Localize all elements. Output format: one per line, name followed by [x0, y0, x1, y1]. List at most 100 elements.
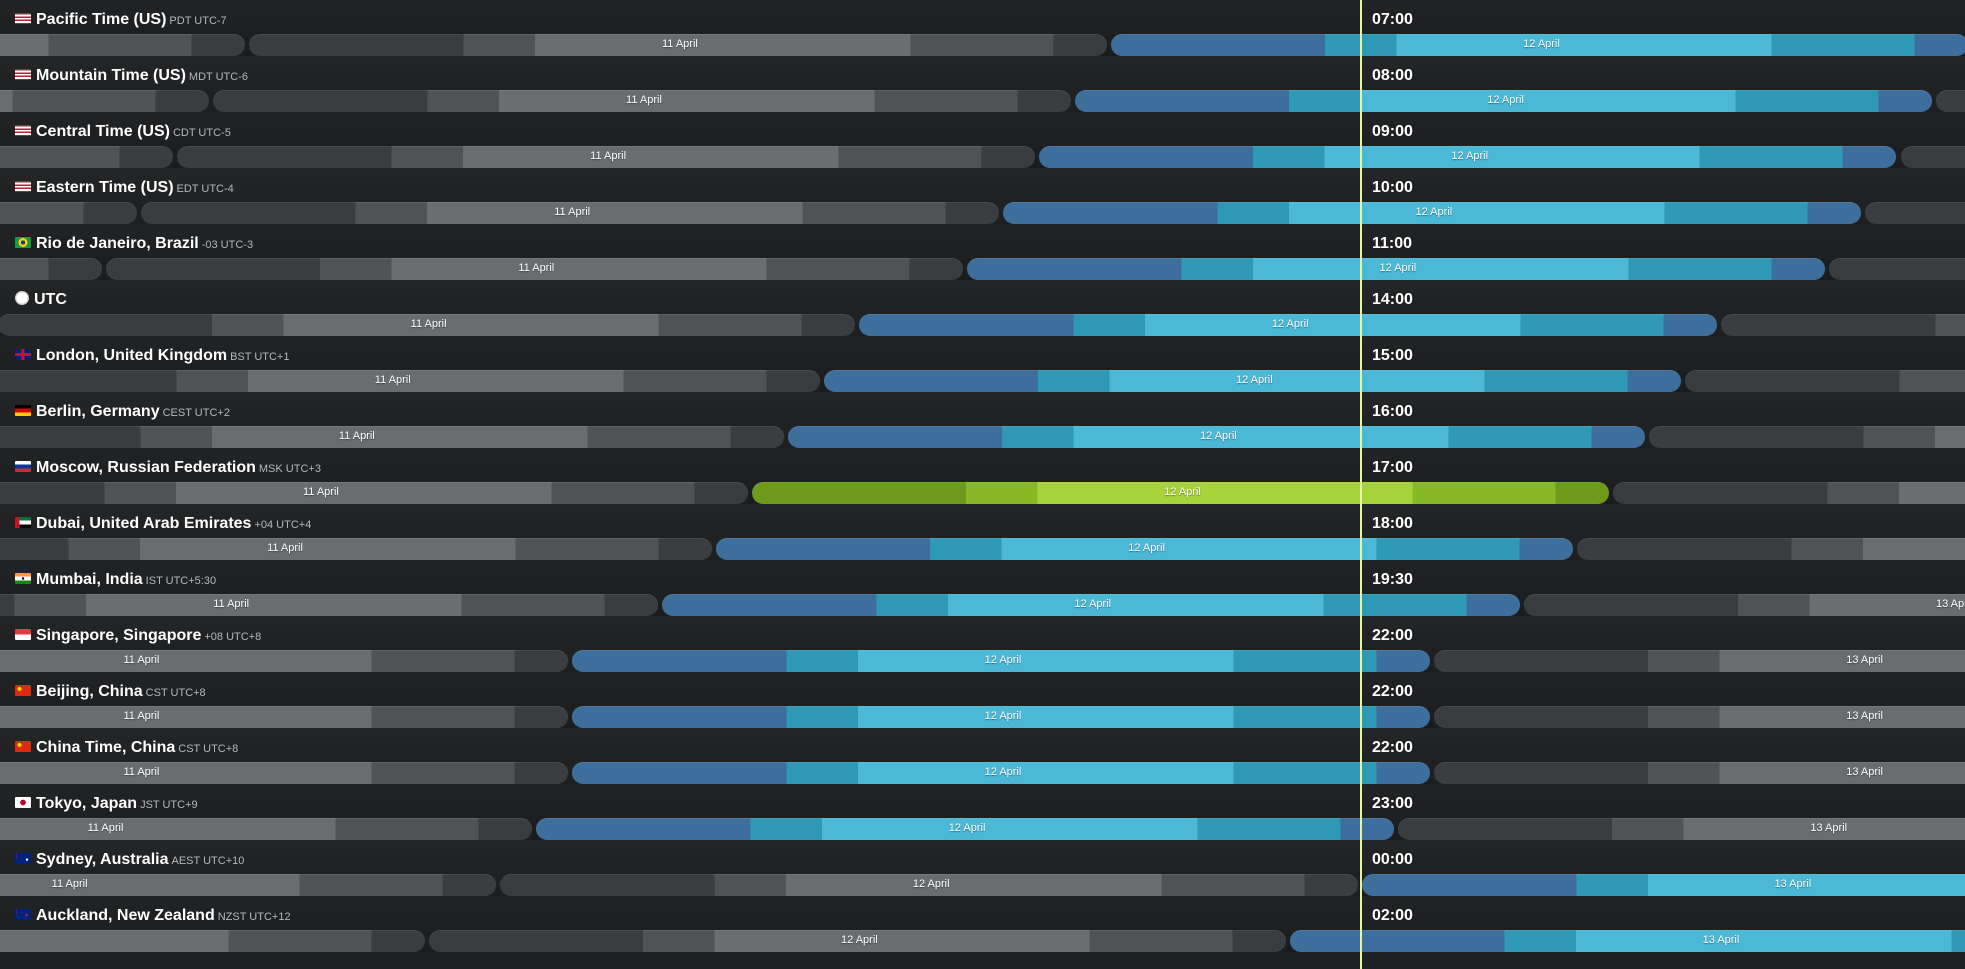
- day-segment[interactable]: [1828, 258, 1965, 280]
- day-segment[interactable]: 13 April: [1433, 762, 1965, 784]
- timezone-row[interactable]: UTC 14:00 11 April 12 April: [0, 280, 1965, 336]
- day-track[interactable]: 11 April 12 April 13 April: [0, 818, 1965, 840]
- timezone-row[interactable]: Singapore, Singapore +08 UTC+8 22:00 11 Apr…: [0, 616, 1965, 672]
- timezone-row[interactable]: Berlin, Germany CEST UTC+2 16:00 11 April 12…: [0, 392, 1965, 448]
- timezone-row[interactable]: Pacific Time (US) PDT UTC-7 07:00 11 April 1…: [0, 0, 1965, 56]
- day-segment[interactable]: 11 April: [0, 426, 784, 448]
- timezone-abbr: CDT UTC-5: [172, 127, 231, 139]
- day-segment[interactable]: 11 April: [0, 538, 712, 560]
- timezone-row[interactable]: London, United Kingdom BST UTC+1 15:00 11 A…: [0, 336, 1965, 392]
- current-day-segment[interactable]: 12 April: [572, 650, 1430, 672]
- timezone-label: Sydney, Australia AEST UTC+10: [15, 851, 244, 869]
- day-segment[interactable]: 11 April: [0, 482, 748, 504]
- day-segment[interactable]: 13 April: [1397, 818, 1965, 840]
- day-segment[interactable]: 11 April: [0, 650, 569, 672]
- timezone-row[interactable]: China Time, China CST UTC+8 22:00 11 April 1…: [0, 728, 1965, 784]
- cn-flag-icon: [15, 741, 31, 752]
- current-day-segment[interactable]: 12 April: [787, 426, 1646, 448]
- day-segment[interactable]: 11 April: [105, 258, 964, 280]
- current-day-segment[interactable]: 12 April: [1110, 34, 1965, 56]
- day-track[interactable]: 11 April 12 April 13 April: [0, 594, 1965, 616]
- day-track[interactable]: 11 April 12 April 13 April: [0, 706, 1965, 728]
- day-segment[interactable]: 11 April: [213, 90, 1071, 112]
- day-segment[interactable]: [1685, 370, 1965, 392]
- current-day-segment[interactable]: 12 April: [1074, 90, 1933, 112]
- timezone-label: Mumbai, India IST UTC+5:30: [15, 571, 216, 589]
- in-flag-icon: [15, 573, 31, 584]
- day-segment[interactable]: 11 April: [141, 202, 999, 224]
- timezone-row[interactable]: Central Time (US) CDT UTC-5 09:00 11 April 1…: [0, 112, 1965, 168]
- day-segment[interactable]: 11 April: [0, 370, 820, 392]
- day-track[interactable]: 11 April 12 April: [0, 34, 1965, 56]
- current-day-segment[interactable]: 12 April: [536, 818, 1394, 840]
- ae-flag-icon: [15, 517, 31, 528]
- timezone-row[interactable]: Sydney, Australia AEST UTC+10 00:00 11 Apri…: [0, 840, 1965, 896]
- day-segment[interactable]: il: [0, 930, 425, 952]
- current-day-segment[interactable]: 12 April: [967, 258, 1825, 280]
- day-segment[interactable]: 11 April: [0, 594, 658, 616]
- timezone-label: Auckland, New Zealand NZST UTC+12: [15, 907, 291, 925]
- day-track[interactable]: 11 April 12 April 13 April: [0, 650, 1965, 672]
- day-segment[interactable]: 11 April: [0, 762, 569, 784]
- day-segment[interactable]: 11 April: [0, 874, 497, 896]
- timezone-row[interactable]: Dubai, United Arab Emirates +04 UTC+4 18:0…: [0, 504, 1965, 560]
- day-track[interactable]: 11 April 12 April 13 April: [0, 762, 1965, 784]
- day-track[interactable]: 11 April 12 April: [0, 538, 1965, 560]
- current-day-segment[interactable]: 12 April: [572, 706, 1430, 728]
- timezone-row[interactable]: Mountain Time (US) MDT UTC-6 08:00 11 April…: [0, 56, 1965, 112]
- timezone-row[interactable]: Tokyo, Japan JST UTC+9 23:00 11 April 12 Apr…: [0, 784, 1965, 840]
- day-segment[interactable]: [0, 202, 138, 224]
- current-day-segment[interactable]: 12 April: [823, 370, 1682, 392]
- day-segment[interactable]: 13 April: [1523, 594, 1965, 616]
- timezone-row[interactable]: Rio de Janeiro, Brazil -03 UTC-3 11:00 11 A…: [0, 224, 1965, 280]
- day-segment[interactable]: [0, 146, 174, 168]
- day-label: 12 April: [1128, 542, 1165, 554]
- day-track[interactable]: 11 April 12 April: [0, 314, 1965, 336]
- current-day-segment[interactable]: 12 April: [1003, 202, 1861, 224]
- current-local-time: 07:00: [1372, 11, 1413, 28]
- day-segment[interactable]: [0, 34, 246, 56]
- gb-flag-icon: [15, 349, 31, 360]
- day-track[interactable]: 11 April 12 April 13 April: [0, 874, 1965, 896]
- day-segment[interactable]: 11 April: [0, 706, 569, 728]
- current-day-segment[interactable]: 12 April: [1038, 146, 1897, 168]
- day-track[interactable]: 11 April 12 April: [0, 146, 1965, 168]
- day-segment[interactable]: 11 April: [177, 146, 1035, 168]
- timezone-row[interactable]: Moscow, Russian Federation MSK UTC+3 17:00…: [0, 448, 1965, 504]
- day-segment[interactable]: [1936, 90, 1965, 112]
- current-day-segment[interactable]: 12 April: [715, 538, 1574, 560]
- day-track[interactable]: 11 April 12 April: [0, 482, 1965, 504]
- day-segment[interactable]: 13 April: [1433, 650, 1965, 672]
- day-segment[interactable]: [1721, 314, 1965, 336]
- day-segment[interactable]: [0, 258, 102, 280]
- day-track[interactable]: 11 April 12 April: [0, 202, 1965, 224]
- day-segment[interactable]: 12 April: [428, 930, 1287, 952]
- day-label: 11 April: [590, 150, 627, 162]
- day-segment[interactable]: 11 April: [249, 34, 1107, 56]
- timezone-row[interactable]: Eastern Time (US) EDT UTC-4 10:00 11 April 1…: [0, 168, 1965, 224]
- timezone-row[interactable]: Beijing, China CST UTC+8 22:00 11 April 12 A…: [0, 672, 1965, 728]
- day-segment[interactable]: [1649, 426, 1965, 448]
- day-segment[interactable]: 12 April: [500, 874, 1358, 896]
- day-track[interactable]: 11 April 12 April: [0, 258, 1965, 280]
- day-track[interactable]: 11 April 12 April: [0, 426, 1965, 448]
- day-segment[interactable]: [1864, 202, 1965, 224]
- current-day-segment[interactable]: 12 April: [859, 314, 1717, 336]
- current-day-segment[interactable]: 13 April: [1362, 874, 1965, 896]
- day-segment[interactable]: 13 April: [1433, 706, 1965, 728]
- current-day-segment[interactable]: 12 April: [572, 762, 1430, 784]
- day-segment[interactable]: [1900, 146, 1965, 168]
- day-segment[interactable]: [0, 90, 210, 112]
- timezone-row[interactable]: Mumbai, India IST UTC+5:30 19:30 11 April 12…: [0, 560, 1965, 616]
- day-segment[interactable]: 11 April: [0, 314, 856, 336]
- day-segment[interactable]: [1613, 482, 1965, 504]
- day-track[interactable]: 11 April 12 April: [0, 370, 1965, 392]
- day-segment[interactable]: 11 April: [0, 818, 533, 840]
- current-day-segment[interactable]: 13 April: [1290, 930, 1965, 952]
- day-segment[interactable]: [1577, 538, 1965, 560]
- current-day-segment[interactable]: 12 April: [661, 594, 1520, 616]
- day-track[interactable]: il 12 April 13 April: [0, 930, 1965, 952]
- current-day-segment[interactable]: 12 April: [751, 482, 1610, 504]
- day-track[interactable]: 11 April 12 April: [0, 90, 1965, 112]
